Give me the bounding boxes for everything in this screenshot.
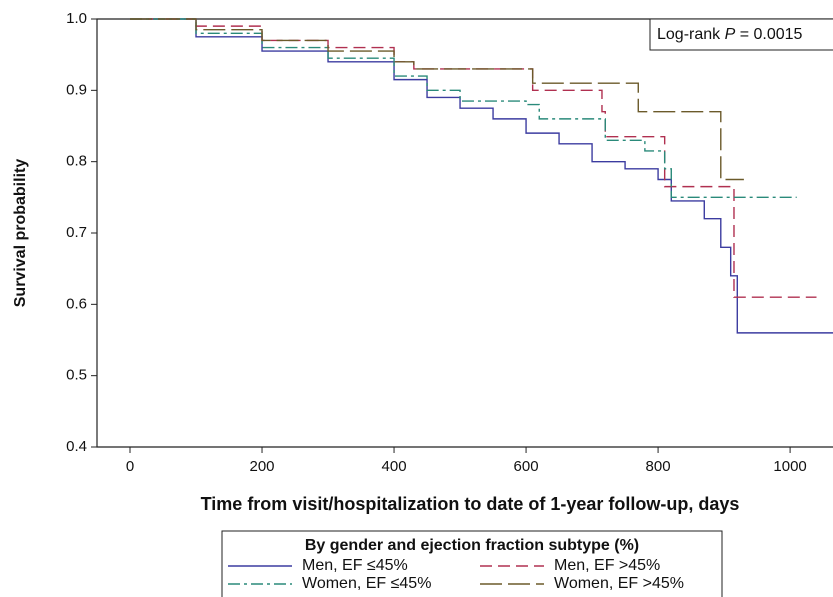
annotation-text: Log-rank (657, 26, 725, 43)
annotation-box (649, 18, 833, 51)
axis-frame (96, 18, 833, 448)
y-tick-label: 0.9 (66, 81, 87, 98)
y-tick-label: 1.0 (66, 10, 87, 27)
survival-curve (130, 18, 817, 298)
x-axis-label: Time from visit/hospitalization to date … (201, 494, 740, 514)
survival-curve (130, 18, 833, 334)
survival-curve (130, 18, 797, 199)
annotation-text: = 0.0015 (735, 26, 802, 43)
legend-title: By gender and ejection fraction subtype … (305, 537, 639, 554)
survival-curve (130, 18, 744, 181)
x-tick-label: 0 (126, 458, 134, 475)
x-tick-label: 400 (382, 458, 407, 475)
x-tick-label: 1000 (773, 458, 806, 475)
legend-label: Women, EF >45% (554, 575, 684, 592)
y-axis-label: Survival probability (12, 159, 29, 308)
legend-label: Men, EF ≤45% (302, 557, 408, 574)
y-tick-label: 0.6 (66, 295, 87, 312)
x-tick-label: 800 (646, 458, 671, 475)
y-tick-label: 0.7 (66, 224, 87, 241)
y-tick-label: 0.5 (66, 367, 87, 384)
annotation-text: P (725, 26, 736, 43)
y-tick-label: 0.4 (66, 438, 87, 455)
x-tick-label: 200 (250, 458, 275, 475)
annotation: Log-rank P = 0.0015 (657, 26, 803, 43)
y-tick-label: 0.8 (66, 153, 87, 170)
legend-label: Men, EF >45% (554, 557, 660, 574)
legend-box (221, 530, 723, 597)
x-tick-label: 600 (514, 458, 539, 475)
legend-label: Women, EF ≤45% (302, 575, 431, 592)
